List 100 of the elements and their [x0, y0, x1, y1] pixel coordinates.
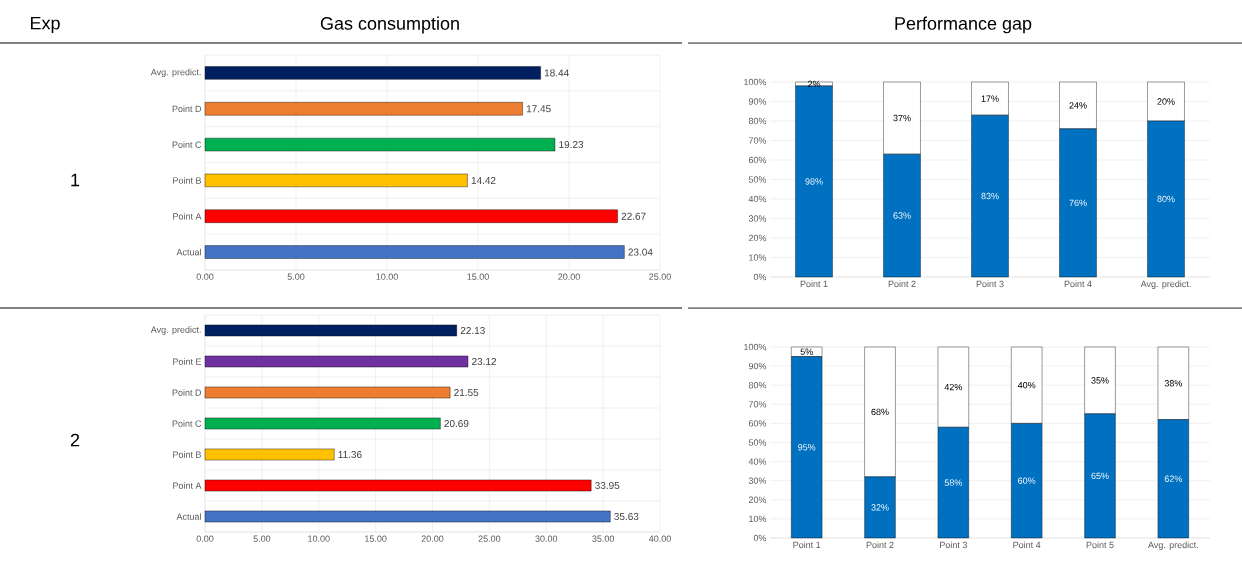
chart-title: Performance gap: [895, 16, 1032, 34]
y-tick-label: 40%: [748, 195, 767, 203]
y-tick-label: 10%: [749, 515, 767, 523]
data-label: 33.95: [595, 481, 620, 490]
x-tick-label: Point 3: [976, 280, 1004, 288]
x-tick-label: Point 4: [1013, 541, 1041, 549]
y-tick-label: 90%: [748, 362, 767, 370]
x-tick-label: 40.00: [648, 535, 671, 542]
y-tick-label: 60%: [748, 156, 767, 164]
data-label: 80%: [1157, 195, 1175, 203]
data-label: 98%: [805, 178, 823, 185]
y-tick-label: Actual: [176, 248, 201, 256]
y-tick-label: 60%: [748, 420, 767, 427]
y-tick-label: 80%: [748, 382, 767, 389]
data-label: 2%: [807, 80, 821, 88]
bar: [204, 417, 441, 430]
y-tick-label: Point B: [173, 451, 201, 458]
y-tick-label: Point B: [173, 177, 201, 184]
bar: [204, 66, 541, 80]
y-tick-label: 50%: [748, 439, 767, 446]
data-label: 17%: [981, 95, 999, 102]
bar: [204, 510, 611, 523]
data-label: 18.44: [544, 69, 569, 77]
data-label: 83%: [981, 192, 999, 200]
x-tick-label: Avg. predict.: [1148, 541, 1198, 550]
x-tick-label: 0.00: [196, 273, 214, 280]
bar: [204, 102, 523, 116]
x-tick-label: 10.00: [308, 535, 330, 542]
x-tick-label: Point 1: [800, 280, 828, 288]
x-tick-label: Point 5: [1086, 541, 1114, 549]
data-label: 58%: [944, 479, 963, 486]
y-tick-label: 30%: [748, 477, 767, 484]
bar: [204, 386, 451, 399]
x-tick-label: 20.00: [421, 535, 444, 542]
y-tick-label: Avg. predict.: [150, 326, 201, 335]
y-tick-label: Point C: [172, 420, 202, 427]
data-label: 20%: [1157, 98, 1175, 105]
y-tick-label: 30%: [748, 215, 767, 222]
x-tick-label: 25.00: [649, 273, 671, 280]
text: 2: [70, 433, 80, 447]
y-tick-label: 40%: [748, 458, 767, 465]
y-tick-label: Avg. predict.: [150, 68, 201, 78]
data-label: 68%: [871, 408, 889, 416]
y-tick-label: Point D: [172, 105, 202, 113]
bar: [204, 245, 625, 259]
data-label: 5%: [800, 348, 813, 355]
y-tick-label: 80%: [748, 117, 767, 125]
x-tick-label: Point 2: [888, 280, 916, 288]
y-tick-label: 90%: [748, 98, 767, 105]
data-label: 63%: [893, 212, 911, 219]
bar: [204, 173, 468, 188]
x-tick-label: Point 1: [793, 541, 821, 549]
data-label: 20.69: [444, 419, 469, 428]
bar: [204, 355, 469, 368]
data-label: 35.63: [614, 512, 639, 521]
data-label: 42%: [944, 383, 963, 391]
x-tick-label: 35.00: [592, 535, 615, 542]
x-tick-label: 15.00: [365, 535, 387, 542]
y-tick-label: 0%: [753, 534, 767, 542]
y-tick-label: 70%: [748, 137, 767, 144]
y-tick-label: 20%: [748, 496, 767, 503]
text: Exp: [30, 16, 60, 34]
y-tick-label: Point A: [173, 482, 202, 489]
bar: [204, 209, 618, 223]
data-label: 60%: [1018, 477, 1036, 484]
data-label: 17.45: [526, 105, 551, 113]
data-label: 19.23: [559, 141, 584, 149]
x-tick-label: 5.00: [253, 535, 271, 542]
data-label: 40%: [1017, 382, 1036, 389]
y-tick-label: Point D: [172, 389, 202, 396]
y-tick-label: 100%: [744, 78, 767, 86]
x-tick-label: 20.00: [558, 273, 580, 280]
x-tick-label: 10.00: [376, 273, 398, 280]
data-label: 23.04: [628, 248, 653, 256]
data-label: 37%: [893, 114, 911, 122]
y-tick-label: 100%: [744, 343, 767, 351]
bar: [204, 324, 457, 337]
data-label: 62%: [1164, 475, 1183, 482]
y-tick-label: 0%: [753, 273, 767, 281]
data-label: 22.67: [621, 212, 646, 220]
y-tick-label: 70%: [748, 401, 767, 408]
y-tick-label: Point C: [172, 141, 202, 148]
data-label: 65%: [1091, 472, 1109, 480]
x-tick-label: Avg. predict.: [1140, 280, 1191, 289]
data-label: 32%: [871, 504, 889, 511]
x-tick-label: Point 4: [1064, 280, 1092, 288]
x-tick-label: 5.00: [287, 273, 305, 280]
x-tick-label: 0.00: [196, 535, 214, 542]
data-label: 24%: [1069, 102, 1087, 109]
data-label: 76%: [1069, 199, 1087, 207]
x-tick-label: 15.00: [467, 273, 489, 280]
y-tick-label: Point E: [173, 358, 202, 365]
y-tick-label: Point A: [173, 212, 202, 220]
x-tick-label: 25.00: [478, 535, 501, 542]
data-label: 23.12: [472, 357, 497, 366]
y-tick-label: 10%: [749, 254, 767, 261]
data-label: 22.13: [460, 326, 485, 335]
bar: [204, 479, 592, 492]
chart-title: Gas consumption: [320, 16, 459, 34]
bar: [795, 85, 833, 278]
